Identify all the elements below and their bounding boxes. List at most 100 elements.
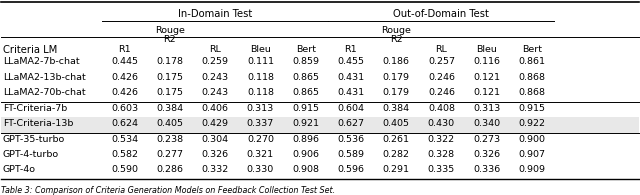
Text: 0.534: 0.534 bbox=[111, 135, 138, 144]
Text: 0.861: 0.861 bbox=[518, 57, 545, 66]
Text: 0.336: 0.336 bbox=[473, 166, 500, 175]
Text: 0.604: 0.604 bbox=[337, 104, 364, 113]
Text: 0.900: 0.900 bbox=[518, 135, 545, 144]
Text: 0.426: 0.426 bbox=[111, 73, 138, 82]
Text: 0.921: 0.921 bbox=[292, 119, 319, 128]
Text: 0.431: 0.431 bbox=[337, 88, 364, 97]
Text: 0.118: 0.118 bbox=[247, 73, 274, 82]
Text: RL: RL bbox=[435, 45, 447, 54]
Text: 0.270: 0.270 bbox=[247, 135, 274, 144]
Text: 0.328: 0.328 bbox=[428, 150, 455, 159]
Text: Bert: Bert bbox=[296, 45, 316, 54]
Text: LLaMA2-70b-chat: LLaMA2-70b-chat bbox=[3, 88, 85, 97]
Text: Out-of-Domain Test: Out-of-Domain Test bbox=[394, 9, 490, 19]
Text: Bleu: Bleu bbox=[250, 45, 271, 54]
Text: 0.273: 0.273 bbox=[473, 135, 500, 144]
Text: 0.313: 0.313 bbox=[247, 104, 274, 113]
Text: 0.429: 0.429 bbox=[202, 119, 228, 128]
Text: 0.291: 0.291 bbox=[383, 166, 410, 175]
Text: Bleu: Bleu bbox=[476, 45, 497, 54]
Text: 0.603: 0.603 bbox=[111, 104, 138, 113]
Text: 0.405: 0.405 bbox=[156, 119, 184, 128]
Text: 0.259: 0.259 bbox=[202, 57, 228, 66]
Text: 0.238: 0.238 bbox=[156, 135, 184, 144]
Text: LLaMA2-13b-chat: LLaMA2-13b-chat bbox=[3, 73, 85, 82]
Text: 0.907: 0.907 bbox=[518, 150, 545, 159]
Text: 0.322: 0.322 bbox=[428, 135, 455, 144]
Text: 0.582: 0.582 bbox=[111, 150, 138, 159]
Text: 0.335: 0.335 bbox=[428, 166, 455, 175]
Text: LLaMA2-7b-chat: LLaMA2-7b-chat bbox=[3, 57, 79, 66]
Text: GPT-4-turbo: GPT-4-turbo bbox=[3, 150, 59, 159]
Text: Table 3: Comparison of Criteria Generation Models on Feedback Collection Test Se: Table 3: Comparison of Criteria Generati… bbox=[1, 186, 335, 195]
Text: 0.121: 0.121 bbox=[473, 73, 500, 82]
Text: 0.282: 0.282 bbox=[383, 150, 410, 159]
Text: 0.321: 0.321 bbox=[247, 150, 274, 159]
Text: 0.179: 0.179 bbox=[383, 73, 410, 82]
Text: In-Domain Test: In-Domain Test bbox=[178, 9, 252, 19]
Text: 0.431: 0.431 bbox=[337, 73, 364, 82]
Text: 0.865: 0.865 bbox=[292, 73, 319, 82]
Text: Criteria LM: Criteria LM bbox=[3, 45, 57, 55]
Text: 0.179: 0.179 bbox=[383, 88, 410, 97]
Text: 0.624: 0.624 bbox=[111, 119, 138, 128]
Text: 0.116: 0.116 bbox=[473, 57, 500, 66]
Text: 0.118: 0.118 bbox=[247, 88, 274, 97]
Text: 0.175: 0.175 bbox=[156, 88, 184, 97]
Text: 0.246: 0.246 bbox=[428, 73, 455, 82]
Text: Rouge
R2: Rouge R2 bbox=[155, 26, 185, 44]
Text: 0.909: 0.909 bbox=[518, 166, 545, 175]
Text: 0.865: 0.865 bbox=[292, 88, 319, 97]
Text: 0.627: 0.627 bbox=[337, 119, 364, 128]
Text: R1: R1 bbox=[344, 45, 357, 54]
Text: 0.536: 0.536 bbox=[337, 135, 364, 144]
Text: 0.859: 0.859 bbox=[292, 57, 319, 66]
Text: 0.326: 0.326 bbox=[473, 150, 500, 159]
Text: 0.590: 0.590 bbox=[111, 166, 138, 175]
Text: 0.257: 0.257 bbox=[428, 57, 455, 66]
Text: 0.340: 0.340 bbox=[473, 119, 500, 128]
Text: FT-Criteria-13b: FT-Criteria-13b bbox=[3, 119, 73, 128]
Text: 0.868: 0.868 bbox=[518, 88, 545, 97]
Text: 0.406: 0.406 bbox=[202, 104, 228, 113]
Text: 0.277: 0.277 bbox=[156, 150, 184, 159]
Text: 0.896: 0.896 bbox=[292, 135, 319, 144]
Text: 0.408: 0.408 bbox=[428, 104, 455, 113]
Text: 0.243: 0.243 bbox=[202, 73, 228, 82]
Text: 0.868: 0.868 bbox=[518, 73, 545, 82]
Text: 0.384: 0.384 bbox=[156, 104, 184, 113]
Text: 0.908: 0.908 bbox=[292, 166, 319, 175]
Text: 0.384: 0.384 bbox=[383, 104, 410, 113]
Text: 0.178: 0.178 bbox=[156, 57, 184, 66]
Text: 0.330: 0.330 bbox=[247, 166, 274, 175]
Text: 0.596: 0.596 bbox=[337, 166, 364, 175]
Text: 0.915: 0.915 bbox=[518, 104, 545, 113]
Text: GPT-35-turbo: GPT-35-turbo bbox=[3, 135, 65, 144]
Text: 0.304: 0.304 bbox=[202, 135, 228, 144]
Text: 0.121: 0.121 bbox=[473, 88, 500, 97]
Text: RL: RL bbox=[209, 45, 221, 54]
Text: 0.286: 0.286 bbox=[156, 166, 184, 175]
Text: 0.455: 0.455 bbox=[337, 57, 364, 66]
Text: 0.313: 0.313 bbox=[473, 104, 500, 113]
Text: 0.332: 0.332 bbox=[202, 166, 229, 175]
Text: FT-Criteria-7b: FT-Criteria-7b bbox=[3, 104, 67, 113]
Text: GPT-4o: GPT-4o bbox=[3, 166, 36, 175]
Text: 0.326: 0.326 bbox=[202, 150, 228, 159]
Text: Rouge
R2: Rouge R2 bbox=[381, 26, 411, 44]
Text: 0.430: 0.430 bbox=[428, 119, 455, 128]
Text: 0.405: 0.405 bbox=[383, 119, 410, 128]
Text: Bert: Bert bbox=[522, 45, 542, 54]
Text: 0.915: 0.915 bbox=[292, 104, 319, 113]
Text: R1: R1 bbox=[118, 45, 131, 54]
Text: 0.906: 0.906 bbox=[292, 150, 319, 159]
Text: 0.175: 0.175 bbox=[156, 73, 184, 82]
Text: 0.589: 0.589 bbox=[337, 150, 364, 159]
Text: 0.337: 0.337 bbox=[247, 119, 274, 128]
Text: 0.243: 0.243 bbox=[202, 88, 228, 97]
Text: 0.261: 0.261 bbox=[383, 135, 410, 144]
Text: 0.426: 0.426 bbox=[111, 88, 138, 97]
Bar bbox=[1, 117, 639, 133]
Text: 0.922: 0.922 bbox=[518, 119, 545, 128]
Text: 0.111: 0.111 bbox=[247, 57, 274, 66]
